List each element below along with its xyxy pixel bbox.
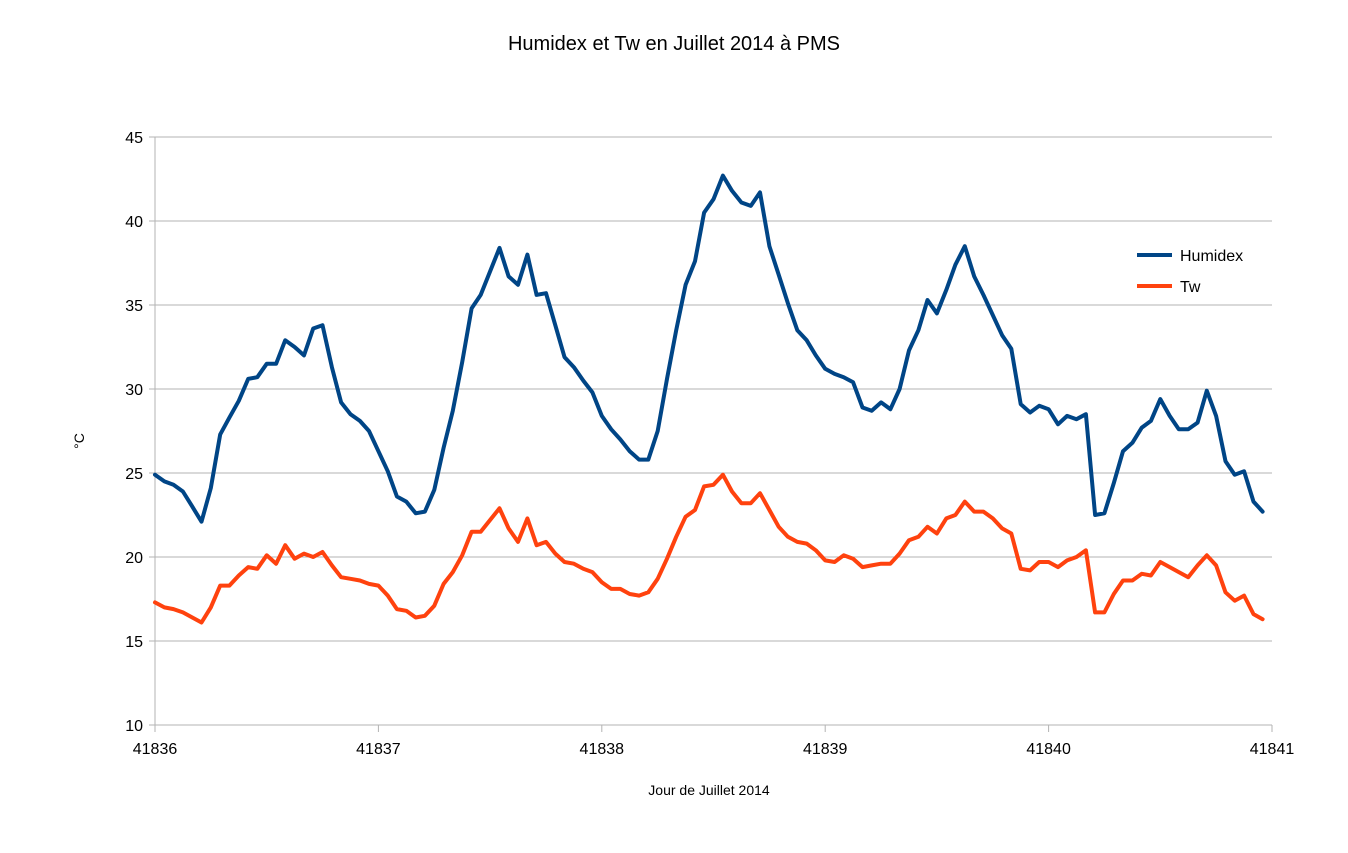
legend-label-tw: Tw — [1180, 279, 1201, 296]
x-axis-label: Jour de Juillet 2014 — [648, 782, 770, 798]
legend-label-humidex: Humidex — [1180, 248, 1243, 265]
grid-lines — [149, 136, 1272, 726]
y-tick-label: 30 — [125, 382, 143, 399]
y-tick-label: 10 — [125, 718, 143, 735]
y-tick-label: 15 — [125, 634, 143, 651]
y-axis-label: °C — [71, 433, 87, 449]
x-tick-label: 41838 — [580, 741, 625, 758]
x-tick-label: 41837 — [356, 741, 401, 758]
series-lines — [153, 173, 1265, 625]
axes: 10 15 20 25 30 35 40 45 41836 41837 41838 41839 4184… — [125, 130, 1294, 758]
x-tick-label: 41836 — [133, 741, 178, 758]
y-tick-label: 20 — [125, 550, 143, 567]
y-tick-label: 35 — [125, 298, 143, 315]
x-tick-label: 41841 — [1250, 741, 1295, 758]
series-line-humidex — [153, 173, 1265, 524]
legend: Humidex Tw — [1137, 248, 1243, 296]
y-tick-label: 40 — [125, 214, 143, 231]
x-tick-label: 41839 — [803, 741, 848, 758]
x-tick-label: 41840 — [1026, 741, 1071, 758]
chart-title: Humidex et Tw en Juillet 2014 à PMS — [508, 33, 840, 55]
y-tick-label: 45 — [125, 130, 143, 147]
series-line-tw — [153, 472, 1265, 625]
y-tick-label: 25 — [125, 466, 143, 483]
